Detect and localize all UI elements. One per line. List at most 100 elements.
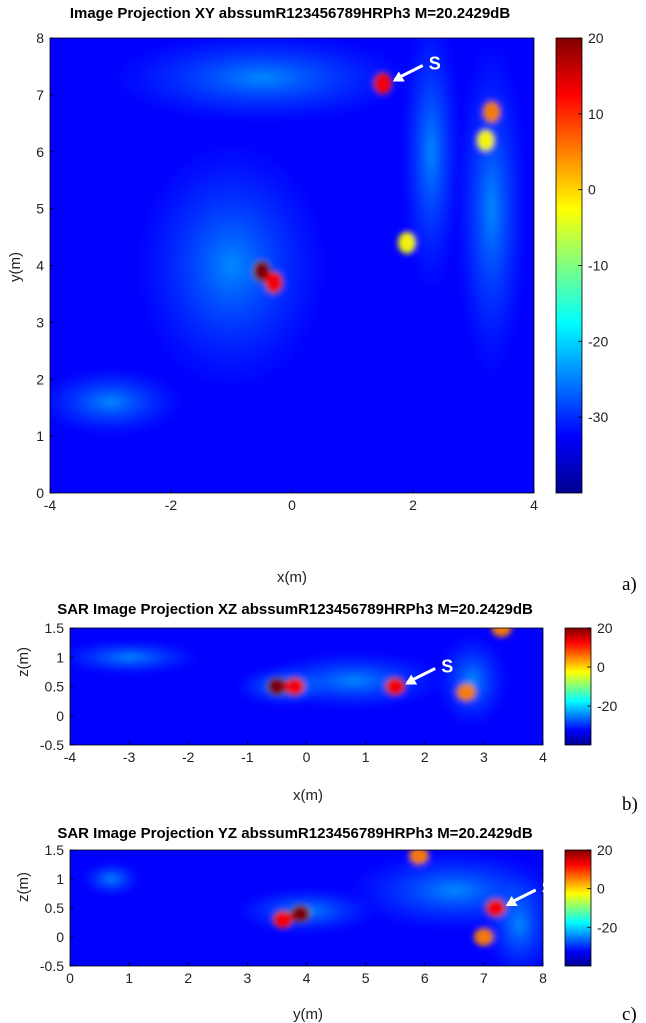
colorbar-xz: 20 0 -20 <box>564 620 617 746</box>
y-tick-label: 3 <box>36 314 44 330</box>
colorbar-tick-label: -20 <box>588 333 608 349</box>
colorbar-tick-label: -30 <box>588 409 608 425</box>
y-tick-label: 1.5 <box>45 842 65 858</box>
colorbar-tick-label: 0 <box>588 182 596 198</box>
plot-area-yz: 0 1 2 3 4 5 6 7 8-0.500.511.5S <box>40 842 554 986</box>
y-tick-label: 0 <box>56 708 64 724</box>
diffuse-region <box>50 367 184 437</box>
hotspot <box>284 677 305 696</box>
panel-c-title: SAR Image Projection YZ abssumR123456789… <box>57 825 533 842</box>
hotspot <box>408 850 429 865</box>
y-tick-label: 0.5 <box>45 900 65 916</box>
colorbar-tick-label: -20 <box>597 698 617 714</box>
y-tick-label: 1 <box>36 428 44 444</box>
xz-ylabel: z(m) <box>15 647 32 677</box>
colorbar-gradient <box>555 37 583 494</box>
plot-area-xy: -4 -2 0 2 4 0 1 2 3 4 5 6 7 8 S <box>36 30 538 513</box>
x-tick-label: 4 <box>303 970 311 986</box>
yz-xlabel: y(m) <box>293 1006 323 1023</box>
x-tick-label: -4 <box>44 497 57 513</box>
colorbar-yz: 20 0 -20 <box>564 842 617 967</box>
y-tick-label: 2 <box>36 371 44 387</box>
panel-b-title: SAR Image Projection XZ abssumR123456789… <box>57 601 533 618</box>
hotspot <box>476 129 495 152</box>
y-tick-label: 0 <box>56 929 64 945</box>
colorbar-gradient <box>564 849 592 967</box>
diffuse-region <box>483 873 543 966</box>
colorbar-tick-label: 20 <box>597 842 613 858</box>
xz-xlabel: x(m) <box>293 787 323 804</box>
y-tick-label: 8 <box>36 30 44 46</box>
panel-xy: Image Projection XY abssumR123456789HRPh… <box>7 5 637 595</box>
x-tick-label: 0 <box>288 497 296 513</box>
diffuse-region <box>110 38 413 124</box>
marker-label: S <box>441 657 453 677</box>
hotspot <box>272 910 293 929</box>
colorbar-tick-label: 10 <box>588 106 604 122</box>
x-tick-label: 3 <box>480 749 488 765</box>
panel-label-b: b) <box>622 794 638 815</box>
hotspot <box>264 271 283 294</box>
x-tick-label: -1 <box>241 749 254 765</box>
y-tick-label: -0.5 <box>40 737 64 753</box>
colorbar-tick-label: 20 <box>588 30 604 46</box>
diffuse-region <box>400 38 462 294</box>
diffuse-region <box>81 861 141 897</box>
marker-label: S <box>429 54 441 74</box>
panel-label-c: c) <box>622 1004 637 1023</box>
colorbar-tick-label: 0 <box>597 659 605 675</box>
x-tick-label: 2 <box>409 497 417 513</box>
colorbar-tick-label: -10 <box>588 258 608 274</box>
hotspot <box>373 72 392 95</box>
marker-arrow-head <box>505 896 518 906</box>
hotspot <box>485 899 506 917</box>
x-tick-label: 2 <box>421 749 429 765</box>
x-tick-label: 4 <box>539 749 547 765</box>
y-tick-label: 1 <box>56 649 64 665</box>
x-tick-label: -2 <box>182 749 195 765</box>
y-tick-label: 4 <box>36 258 44 274</box>
x-tick-label: 0 <box>303 749 311 765</box>
x-tick-label: 1 <box>125 970 133 986</box>
y-tick-label: 1 <box>56 871 64 887</box>
x-tick-label: 3 <box>243 970 251 986</box>
colorbar-xy: 20 10 0 -10 -20 -30 <box>555 30 608 494</box>
x-tick-label: 8 <box>539 970 547 986</box>
x-tick-label: -3 <box>123 749 136 765</box>
hotspot <box>290 904 311 923</box>
marker-label: S <box>542 878 554 898</box>
y-tick-label: 6 <box>36 144 44 160</box>
diffuse-region <box>134 140 329 391</box>
xy-ylabel: y(m) <box>7 252 24 282</box>
hotspot <box>456 683 477 702</box>
y-tick-label: 0.5 <box>45 679 65 695</box>
y-tick-label: 1.5 <box>45 620 65 636</box>
y-tick-label: 0 <box>36 485 44 501</box>
colorbar-tick-label: -20 <box>597 919 617 935</box>
hotspot <box>482 100 501 123</box>
hotspot <box>266 677 287 696</box>
x-tick-label: 5 <box>362 970 370 986</box>
x-tick-label: 4 <box>530 497 538 513</box>
diffuse-region <box>455 38 528 380</box>
marker-arrow-head <box>405 674 418 685</box>
colorbar-tick-label: 20 <box>597 620 613 636</box>
x-tick-label: -2 <box>165 497 178 513</box>
y-tick-label: -0.5 <box>40 958 64 974</box>
panel-xz: SAR Image Projection XZ abssumR123456789… <box>15 601 638 815</box>
diffuse-region <box>70 639 201 675</box>
marker-arrow-head <box>392 71 405 82</box>
x-tick-label: 7 <box>480 970 488 986</box>
x-tick-label: 1 <box>362 749 370 765</box>
yz-ylabel: z(m) <box>15 872 32 902</box>
colorbar-tick-label: 0 <box>597 881 605 897</box>
plot-area-xz: -4 -3 -2 -1 0 1 2 3 4 -0.5 0 0.5 1 1.5 S <box>40 620 547 765</box>
hotspot <box>473 928 494 946</box>
diffuse-region <box>259 651 449 710</box>
hotspot <box>491 628 512 637</box>
diffuse-region <box>436 633 508 728</box>
x-tick-label: 0 <box>66 970 74 986</box>
hotspot <box>397 231 416 254</box>
y-tick-label: 5 <box>36 201 44 217</box>
